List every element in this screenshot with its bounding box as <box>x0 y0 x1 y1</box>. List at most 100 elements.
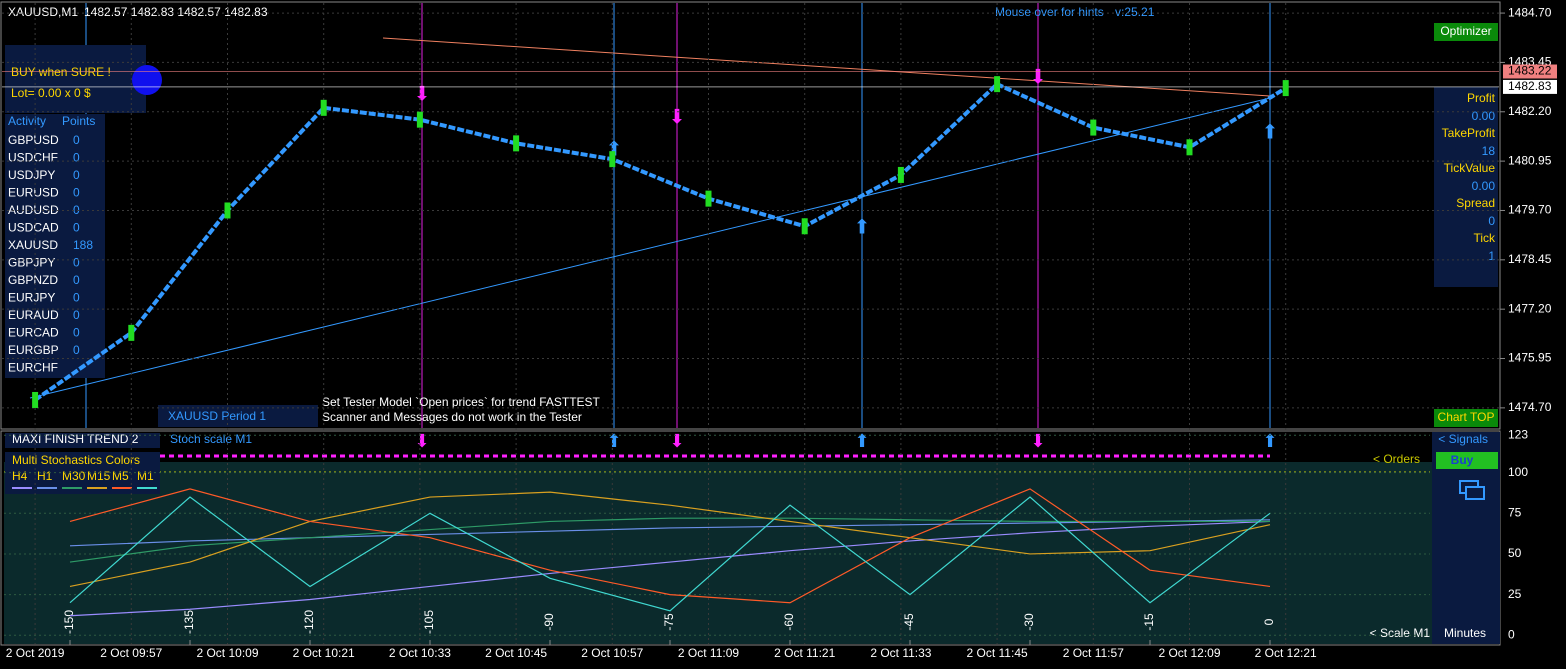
candle <box>801 218 808 235</box>
signals[interactable]: < Signals <box>1438 432 1488 446</box>
osc-y-tick-label: 100 <box>1508 465 1528 479</box>
activity-symbol: EURCAD <box>8 326 59 340</box>
activity-panel <box>5 114 105 378</box>
candle <box>128 324 135 341</box>
y-tick-label: 1479.70 <box>1508 203 1552 217</box>
optimizer-button[interactable] <box>1434 23 1498 41</box>
candle <box>513 135 520 152</box>
stat-value: 0.00 <box>1472 109 1496 123</box>
symbol: XAUUSD,M1 <box>8 5 78 19</box>
candle <box>705 190 712 207</box>
price-label: 1483.22 <box>1508 64 1552 78</box>
stat-label: TickValue <box>1444 161 1496 175</box>
osc-y-tick-label: 25 <box>1508 587 1522 601</box>
period-box <box>158 405 318 427</box>
activity-points: 0 <box>73 151 80 165</box>
osc-x-tick-label: -45 <box>902 613 916 631</box>
x-tick-label: 2 Oct 11:33 <box>870 646 931 660</box>
osc-x-tick-label: -120 <box>302 610 316 634</box>
y-tick-label: 1477.20 <box>1508 301 1552 315</box>
main-frame <box>0 1 1501 430</box>
status-dot <box>132 65 162 95</box>
version: v:25.21 <box>1115 5 1155 19</box>
stoch-line <box>69 517 1270 563</box>
osc-title-box <box>5 433 160 448</box>
candle <box>1186 139 1193 156</box>
stat-label: Tick <box>1473 231 1496 245</box>
activity-symbol: EURAUD <box>8 308 59 322</box>
svg-text:⬇: ⬇ <box>1030 431 1045 451</box>
tester-note: Set Tester Model `Open prices` for trend… <box>322 395 601 409</box>
x-tick-label: 2 Oct 2019 <box>6 646 65 660</box>
window-icon[interactable] <box>1465 486 1485 500</box>
osc-x-tick-label: -75 <box>662 613 676 631</box>
legend-title: Multi Stochastics Colors <box>12 453 140 467</box>
osc-y-tick-label: 50 <box>1508 546 1522 560</box>
svg-text:⬇: ⬇ <box>414 431 429 451</box>
activity-points: 0 <box>73 308 80 322</box>
osc-x-tick-label: 0 <box>1262 618 1276 625</box>
legend-label: H1 <box>37 469 53 483</box>
activity-symbol: XAUUSD <box>8 238 58 252</box>
x-tick-label: 2 Oct 12:21 <box>1255 646 1317 660</box>
activity-symbol: GBPNZD <box>8 273 58 287</box>
activity-points: 0 <box>73 343 80 357</box>
optimizer-label[interactable]: Optimizer <box>1440 24 1491 38</box>
activity-points: 0 <box>73 273 80 287</box>
legend-label: H4 <box>12 469 28 483</box>
y-tick-label: 1475.95 <box>1508 351 1552 365</box>
x-tick-label: 2 Oct 10:21 <box>293 646 355 660</box>
x-tick-label: 2 Oct 10:09 <box>196 646 258 660</box>
ohlc: 1482.57 1482.83 1482.57 1482.83 <box>84 5 268 19</box>
buy-label[interactable]: Buy <box>1451 453 1474 467</box>
lot: Lot= 0.00 x 0 $ <box>11 86 91 100</box>
activity-points: 0 <box>73 221 80 235</box>
legend-label: M1 <box>137 469 154 483</box>
x-tick-label: 2 Oct 09:57 <box>100 646 162 660</box>
chart-top-button[interactable] <box>1434 409 1498 427</box>
stat-value: 0 <box>1488 214 1495 228</box>
stoch-line <box>69 488 1271 604</box>
activity-symbol: USDJPY <box>8 168 55 182</box>
period-label: XAUUSD Period 1 <box>168 409 266 423</box>
svg-text:⬇: ⬇ <box>669 431 684 451</box>
price-box <box>1503 79 1557 94</box>
activity-symbol: GBPUSD <box>8 133 59 147</box>
svg-text:⬇: ⬇ <box>1030 66 1047 88</box>
activity-points: 0 <box>73 256 80 270</box>
stats-panel <box>1434 87 1498 287</box>
stat-label: TakeProfit <box>1442 126 1496 140</box>
price-label: 1482.83 <box>1508 79 1552 93</box>
svg-text:⬆: ⬆ <box>1262 121 1279 143</box>
candle <box>609 151 616 168</box>
svg-text:⬆: ⬆ <box>854 216 871 238</box>
stats: Profit 0.00 TakeProfit 18 TickValue 0.00 Sprea… <box>1442 91 1496 263</box>
buy-button[interactable] <box>1436 452 1498 469</box>
candle <box>32 391 39 408</box>
y-tick-label: 1484.70 <box>1508 5 1552 19</box>
orders[interactable]: < Orders <box>1373 452 1420 466</box>
x-tick-label: 2 Oct 11:09 <box>678 646 739 660</box>
stat-value: 1 <box>1488 249 1495 263</box>
x-tick-label: 2 Oct 12:09 <box>1158 646 1220 660</box>
x-tick-label: 2 Oct 10:57 <box>581 646 643 660</box>
candle <box>994 76 1001 93</box>
stoch-line <box>69 496 1271 612</box>
x-tick-label: 2 Oct 10:45 <box>485 646 547 660</box>
activity-points: 0 <box>73 203 80 217</box>
candle <box>897 166 904 183</box>
activity-symbol: USDCAD <box>8 221 59 235</box>
osc-x-tick-label: -135 <box>182 610 196 634</box>
y-tick-label: 1478.45 <box>1508 252 1552 266</box>
svg-text:⬆: ⬆ <box>1262 431 1277 451</box>
svg-text:⬇: ⬇ <box>669 106 686 128</box>
activity-symbol: GBPJPY <box>8 256 55 270</box>
osc-area <box>4 462 1432 644</box>
activity-points: 0 <box>73 186 80 200</box>
osc-x-tick-label: -150 <box>62 610 76 634</box>
svg-text:⬆: ⬆ <box>606 431 621 451</box>
svg-text:⬆: ⬆ <box>854 431 869 451</box>
chart-top-label[interactable]: Chart TOP <box>1438 410 1495 424</box>
activity-symbol: EURJPY <box>8 291 55 305</box>
